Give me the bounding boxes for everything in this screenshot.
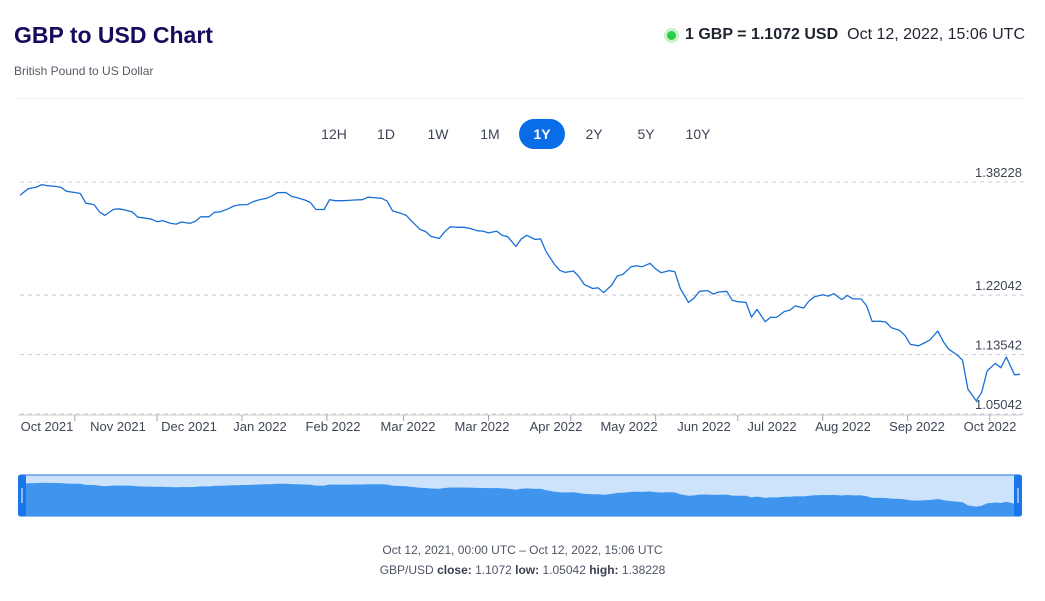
y-tick-label: 1.38228 xyxy=(975,165,1022,180)
current-rate: 1 GBP = 1.1072 USD Oct 12, 2022, 15:06 U… xyxy=(667,26,1025,44)
x-tick-label: Dec 2021 xyxy=(161,419,217,434)
navigator-area xyxy=(20,482,1020,516)
range-button-12h[interactable]: 12H xyxy=(321,126,347,142)
page-title: GBP to USD Chart xyxy=(14,22,213,48)
range-button-1d[interactable]: 1D xyxy=(377,126,395,142)
x-tick-label: Sep 2022 xyxy=(889,419,945,434)
rate-value: 1 GBP = 1.1072 USD xyxy=(685,26,839,43)
y-tick-label: 1.13542 xyxy=(975,338,1022,353)
range-button-1y[interactable]: 1Y xyxy=(519,119,565,149)
x-tick-label: Aug 2022 xyxy=(815,419,871,434)
price-line xyxy=(19,183,1021,402)
x-tick-label: Oct 2021 xyxy=(21,419,74,434)
x-tick-label: Oct 2022 xyxy=(964,419,1017,434)
range-button-2y[interactable]: 2Y xyxy=(585,126,603,142)
close-value: 1.1072 xyxy=(475,563,512,577)
x-tick-label: Mar 2022 xyxy=(381,419,436,434)
x-tick-label: Apr 2022 xyxy=(530,419,583,434)
x-tick-label: Feb 2022 xyxy=(306,419,361,434)
y-tick-label: 1.05042 xyxy=(975,397,1022,412)
pair-label: GBP/USD xyxy=(379,563,434,577)
header-divider xyxy=(14,98,1025,99)
high-label: high: xyxy=(589,563,619,577)
live-indicator-icon xyxy=(667,30,676,40)
x-tick-label: Nov 2021 xyxy=(90,419,146,434)
low-label: low: xyxy=(515,563,540,577)
range-button-5y[interactable]: 5Y xyxy=(637,126,655,142)
range-button-1w[interactable]: 1W xyxy=(427,126,449,142)
x-tick-label: Jul 2022 xyxy=(747,419,796,434)
range-button-10y[interactable]: 10Y xyxy=(685,126,711,142)
low-value: 1.05042 xyxy=(542,563,586,577)
range-button-1m[interactable]: 1M xyxy=(480,126,500,142)
y-tick-label: 1.22042 xyxy=(975,278,1022,293)
time-range-selector: 12H 1D 1W 1M 1Y 2Y 5Y 10Y xyxy=(311,119,721,149)
page-subtitle: British Pound to US Dollar xyxy=(14,64,154,78)
high-value: 1.38228 xyxy=(621,563,666,577)
x-tick-label: Mar 2022 xyxy=(455,419,510,434)
date-range-text: Oct 12, 2021, 00:00 UTC – Oct 12, 2022, … xyxy=(382,543,663,557)
price-chart[interactable]: 1.38228 1.22042 1.13542 1.05042 Oct 2021 Nov … xyxy=(0,160,1045,525)
x-tick-label: Jan 2022 xyxy=(233,419,287,434)
close-label: close: xyxy=(437,563,472,577)
price-stats: GBP/USD close: 1.1072 low: 1.05042 high:… xyxy=(0,563,1045,577)
x-tick-label: May 2022 xyxy=(600,419,657,434)
x-tick-label: Jun 2022 xyxy=(677,419,731,434)
rate-timestamp: Oct 12, 2022, 15:06 UTC xyxy=(847,26,1025,43)
